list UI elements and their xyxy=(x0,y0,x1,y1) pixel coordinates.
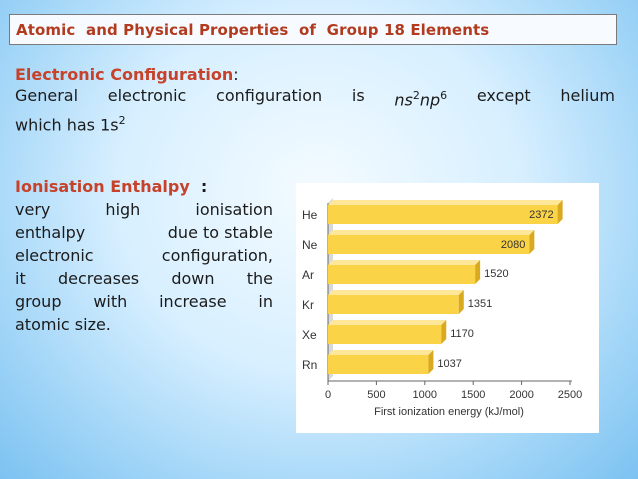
category-label: He xyxy=(302,208,318,222)
config-word: helium xyxy=(560,86,615,105)
ionization-energy-chart: 0 500 1000 1500 2000 2500 First ionization ene… xyxy=(296,183,599,433)
electronic-configuration-section: Electronic Configuration: General electr… xyxy=(15,64,615,136)
electronic-configuration-heading-line: Electronic Configuration: xyxy=(15,64,615,85)
config-word: except xyxy=(476,86,531,105)
ionisation-heading-line: Ionisation Enthalpy : xyxy=(15,175,273,198)
chart-svg: 0 500 1000 1500 2000 2500 First ionization ene… xyxy=(302,198,582,418)
bar xyxy=(328,235,530,254)
category-label: Ar xyxy=(302,268,314,282)
category-label: Ne xyxy=(302,238,318,252)
ionisation-line: it decreases down the xyxy=(15,269,273,288)
ionisation-heading: Ionisation Enthalpy xyxy=(15,177,190,196)
bar-end-face xyxy=(428,350,434,374)
config-line-2: which has 1s2 xyxy=(15,114,126,135)
category-label: Rn xyxy=(302,358,317,372)
heading-colon: : xyxy=(233,65,239,84)
x-tick-label: 1000 xyxy=(413,389,437,401)
electronic-configuration-heading: Electronic Configuration xyxy=(15,65,234,84)
x-tick-label: 2500 xyxy=(558,389,582,401)
heading-colon: : xyxy=(200,177,208,196)
bar-end-face xyxy=(441,320,447,344)
bar-end-face xyxy=(475,260,481,284)
config-word: electronic xyxy=(107,86,187,105)
bar xyxy=(328,355,429,374)
ionisation-line: enthalpy due to stable xyxy=(15,223,273,242)
bar xyxy=(328,265,476,284)
config-word: configuration xyxy=(216,86,323,105)
x-tick-label: 1500 xyxy=(461,389,485,401)
ionisation-enthalpy-section: Ionisation Enthalpy : very high ionisation… xyxy=(15,175,273,336)
data-label: 1170 xyxy=(450,328,474,340)
config-word: is xyxy=(351,86,365,105)
ionisation-line: atomic size. xyxy=(15,315,111,334)
bar-top-face xyxy=(328,320,447,325)
category-label: Kr xyxy=(302,298,314,312)
ionisation-line: group with increase in xyxy=(15,292,273,311)
x-tick-label: 0 xyxy=(325,389,331,401)
ionisation-line: electronic configuration, xyxy=(15,246,273,265)
bar-top-face xyxy=(328,290,464,295)
data-label: 2080 xyxy=(501,239,525,251)
x-tick-label: 2000 xyxy=(509,389,533,401)
bar xyxy=(328,295,459,314)
slide-title: Atomic and Physical Properties of Group … xyxy=(16,20,490,39)
x-axis-label: First ionization energy (kJ/mol) xyxy=(374,406,524,418)
bar-top-face xyxy=(328,350,434,355)
category-label: Xe xyxy=(302,328,317,342)
bar-top-face xyxy=(328,230,535,235)
bar xyxy=(328,325,442,344)
bar-end-face xyxy=(529,230,535,254)
config-line-1: General electronic configuration is ns2n… xyxy=(15,85,615,110)
config-word: General xyxy=(15,86,79,105)
data-label: 1351 xyxy=(468,298,492,310)
data-label: 1037 xyxy=(437,358,461,370)
bar-end-face xyxy=(458,290,464,314)
bar-end-face xyxy=(557,200,563,224)
bar xyxy=(328,205,558,224)
x-tick-label: 500 xyxy=(367,389,385,401)
config-formula: ns2np6 xyxy=(394,89,448,110)
data-label: 1520 xyxy=(484,268,508,280)
data-label: 2372 xyxy=(529,209,553,221)
bar-top-face xyxy=(328,200,563,205)
slide-title-box: Atomic and Physical Properties of Group … xyxy=(9,14,617,45)
bar-top-face xyxy=(328,260,481,265)
ionisation-line: very high ionisation xyxy=(15,200,273,219)
